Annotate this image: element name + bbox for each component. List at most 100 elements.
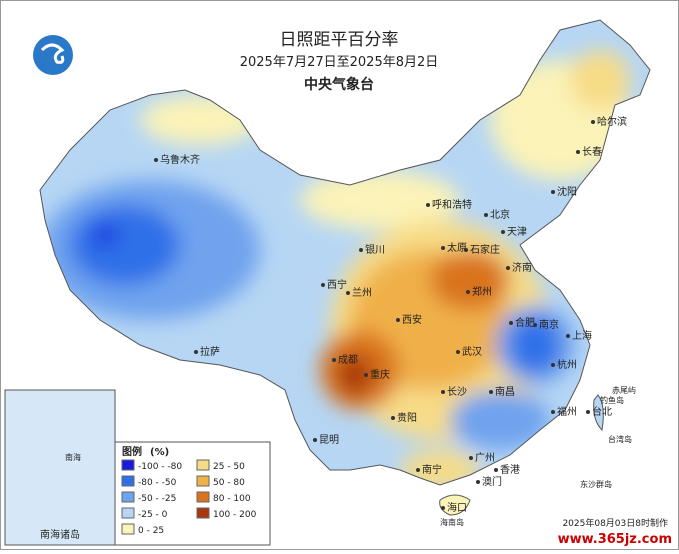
city-label: 台北 — [592, 405, 612, 418]
city-label: 乌鲁木齐 — [160, 153, 200, 166]
city-label: 郑州 — [472, 285, 492, 298]
city-label: 兰州 — [352, 286, 372, 299]
legend-swatch — [196, 507, 210, 519]
legend-label: 25 - 50 — [213, 462, 245, 472]
city-label: 银川 — [365, 243, 385, 256]
legend-swatch — [121, 523, 135, 535]
city-dot — [396, 318, 400, 322]
taiwan — [593, 394, 604, 432]
city-dot — [484, 213, 488, 217]
city-label: 贵阳 — [397, 411, 417, 424]
legend-swatch — [196, 459, 210, 471]
city-label: 成都 — [338, 354, 358, 366]
city-label: 西安 — [402, 313, 422, 326]
legend-label: 0 - 25 — [138, 526, 164, 536]
legend-swatch — [196, 475, 210, 487]
city-dot — [506, 266, 510, 270]
city-dot — [586, 410, 590, 414]
island-label: 钓鱼岛 — [600, 395, 624, 405]
city-label: 济南 — [512, 261, 532, 274]
city-label: 天津 — [507, 226, 527, 238]
city-label: 上海 — [572, 329, 592, 342]
city-label: 海口 — [447, 501, 467, 514]
city-label: 杭州 — [557, 358, 577, 371]
city-dot — [551, 363, 555, 367]
city-dot — [551, 190, 555, 194]
city-dot — [313, 438, 317, 442]
legend — [114, 441, 271, 546]
city-dot — [509, 321, 513, 325]
subtitle: 2025年7月27日至2025年8月2日 — [240, 55, 439, 70]
city-label: 石家庄 — [470, 243, 500, 256]
city-label: 太原 — [447, 241, 467, 254]
legend-label: -50 - -25 — [138, 494, 176, 504]
city-label: 南昌 — [495, 385, 515, 398]
legend-label: 80 - 100 — [213, 494, 251, 504]
city-dot — [426, 203, 430, 207]
inset — [4, 389, 116, 546]
city-label: 沈阳 — [557, 185, 577, 198]
city-label: 哈尔滨 — [597, 115, 627, 128]
city-label: 香港 — [500, 464, 520, 476]
title: 日照距平百分率 — [280, 30, 399, 50]
legend-swatch — [121, 475, 135, 487]
city-label: 拉萨 — [200, 345, 220, 358]
city-dot — [466, 290, 470, 294]
city-label: 武汉 — [462, 345, 482, 358]
island-label: 赤尾屿 — [612, 386, 636, 395]
city-dot — [441, 390, 445, 394]
legend-swatch — [121, 491, 135, 503]
island-label: 台湾岛 — [608, 434, 632, 444]
city-label: 南京 — [539, 318, 559, 331]
city-dot — [346, 291, 350, 295]
legend-title: 图例 — [122, 445, 142, 458]
legend-unit: (%) — [150, 447, 169, 458]
legend-label: -80 - -50 — [138, 478, 177, 488]
inset-label: 南海诸岛 — [40, 528, 80, 541]
city-label: 合肥 — [515, 316, 535, 329]
legend-label: 50 - 80 — [213, 478, 245, 488]
city-label: 广州 — [475, 452, 495, 464]
city-dot — [501, 230, 505, 234]
island-label: 海南岛 — [440, 517, 464, 527]
city-dot — [469, 456, 473, 460]
city-dot — [416, 468, 420, 472]
legend-swatch — [121, 459, 135, 471]
city-label: 长春 — [582, 146, 602, 158]
city-dot — [441, 246, 445, 250]
city-dot — [391, 416, 395, 420]
city-dot — [464, 248, 468, 252]
city-dot — [566, 334, 570, 338]
city-label: 澳门 — [482, 475, 502, 488]
city-label: 西宁 — [327, 278, 347, 291]
city-label: 昆明 — [319, 434, 339, 446]
city-dot — [332, 358, 336, 362]
city-label: 呼和浩特 — [432, 199, 472, 211]
city-dot — [476, 480, 480, 484]
city-dot — [456, 350, 460, 354]
agency: 中央气象台 — [304, 76, 374, 93]
city-label: 南宁 — [422, 463, 442, 476]
city-dot — [364, 373, 368, 377]
city-label: 重庆 — [370, 368, 390, 381]
legend-label: -25 - 0 — [138, 510, 168, 520]
island-label: 南海 — [65, 452, 81, 462]
city-dot — [441, 506, 445, 510]
legend-swatch — [121, 507, 135, 519]
city-label: 长沙 — [447, 386, 467, 398]
footer: 2025年08月03日8时制作 — [562, 517, 668, 529]
legend-label: 100 - 200 — [213, 510, 257, 520]
city-label: 北京 — [490, 208, 510, 221]
logo — [33, 35, 73, 75]
city-dot — [359, 248, 363, 252]
city-dot — [551, 410, 555, 414]
city-dot — [489, 390, 493, 394]
city-dot — [576, 150, 580, 154]
legend-label: -100 - -80 — [138, 462, 182, 472]
city-dot — [494, 468, 498, 472]
city-dot — [321, 283, 325, 287]
city-dot — [533, 323, 537, 327]
city-dot — [154, 158, 158, 162]
island-label: 东沙群岛 — [580, 479, 612, 489]
